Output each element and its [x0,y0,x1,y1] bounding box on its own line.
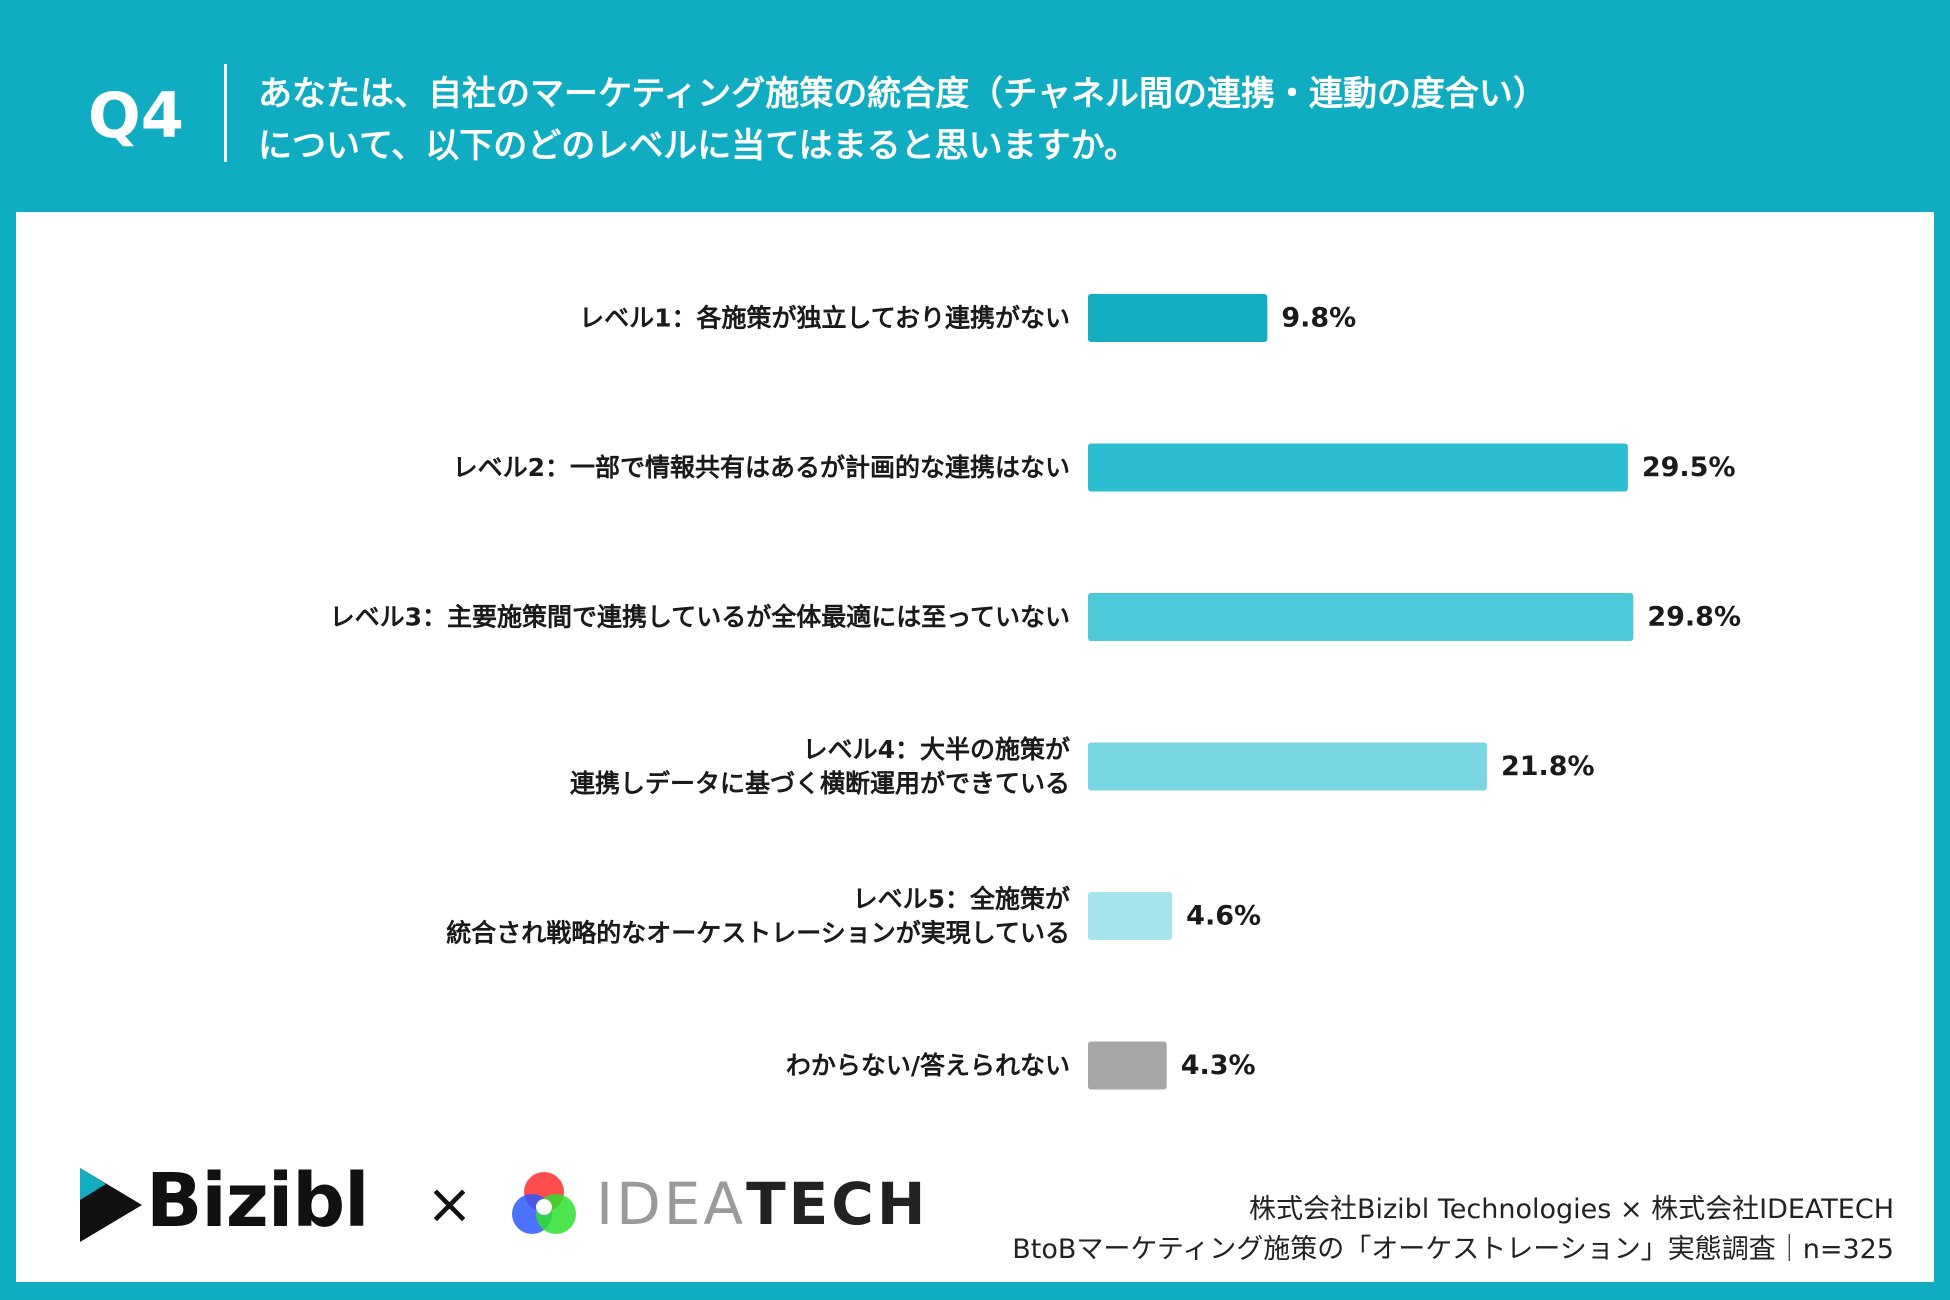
collaboration-times-symbol: × [426,1172,473,1237]
ideatech-logo-tech: TECH [746,1170,929,1238]
bar-3 [1088,593,1634,641]
question-line-1: あなたは、自社のマーケティング施策の統合度（チャネル間の連携・連動の度合い） [258,74,1547,114]
bar-chart: 9.8% レベル1：各施策が独立しており連携がない 29.5% レベル2：一部で情報共… [330,294,1741,1090]
category-label-1-line-1: レベル1：各施策が独立しており連携がない [579,304,1070,333]
category-label-4: レベル4：大半の施策が連携しデータに基づく横断運用ができている [570,735,1070,798]
category-label-3: レベル3：主要施策間で連携しているが全体最適には至っていない [330,603,1070,632]
bar-1 [1088,294,1268,342]
bar-6 [1088,1041,1167,1090]
ideatech-color-wheel-icon [512,1172,576,1234]
category-label-6: わからない/答えられない [786,1051,1070,1080]
category-label-1: レベル1：各施策が独立しており連携がない [579,304,1070,333]
category-label-5-line-1: レベル5：全施策が [853,885,1070,914]
bar-2 [1088,443,1628,492]
value-label-4: 21.8% [1501,751,1595,782]
value-label-3: 29.8% [1647,602,1741,633]
chart-panel: 9.8% レベル1：各施策が独立しており連携がない 29.5% レベル2：一部で情報共… [16,212,1934,1282]
bar-5 [1088,892,1173,940]
category-label-5: レベル5：全施策が統合され戦略的なオーケストレーションが実現している [446,885,1070,948]
header-divider [224,64,227,162]
question-number: Q4 [88,79,184,152]
question-text: あなたは、自社のマーケティング施策の統合度（チャネル間の連携・連動の度合い） に… [258,68,1908,172]
ideatech-logo-idea: IDEA [596,1170,747,1238]
logo-row: Bizibl × IDEATECH [56,1156,956,1266]
header-band: Q4 あなたは、自社のマーケティング施策の統合度（チャネル間の連携・連動の度合い… [0,0,1950,212]
category-label-4-line-2: 連携しデータに基づく横断運用ができている [570,769,1070,798]
credit-companies: 株式会社Bizibl Technologies × 株式会社IDEATECH [1248,1194,1894,1225]
bizibl-logo-text: Bizibl [146,1158,370,1244]
question-line-2: について、以下のどのレベルに当てはまると思いますか。 [258,126,1138,166]
category-label-6-line-1: わからない/答えられない [786,1051,1070,1080]
value-label-6: 4.3% [1181,1050,1256,1081]
value-label-1: 9.8% [1281,303,1356,334]
category-label-3-line-1: レベル3：主要施策間で連携しているが全体最適には至っていない [330,603,1070,632]
bizibl-play-icon [80,1168,142,1242]
category-label-2: レベル2：一部で情報共有はあるが計画的な連携はない [453,453,1070,482]
value-label-2: 29.5% [1642,452,1736,483]
value-label-5: 4.6% [1186,901,1261,932]
category-label-5-line-2: 統合され戦略的なオーケストレーションが実現している [446,919,1070,948]
credit-survey-title: BtoBマーケティング施策の「オーケストレーション」実態調査｜n=325 [1012,1234,1894,1265]
category-label-4-line-1: レベル4：大半の施策が [803,735,1070,764]
survey-credits: 株式会社Bizibl Technologies × 株式会社IDEATECH B… [1012,1190,1894,1270]
bar-4 [1088,742,1487,791]
ideatech-logo-text: IDEATECH [596,1164,928,1244]
category-label-2-line-1: レベル2：一部で情報共有はあるが計画的な連携はない [453,453,1070,482]
